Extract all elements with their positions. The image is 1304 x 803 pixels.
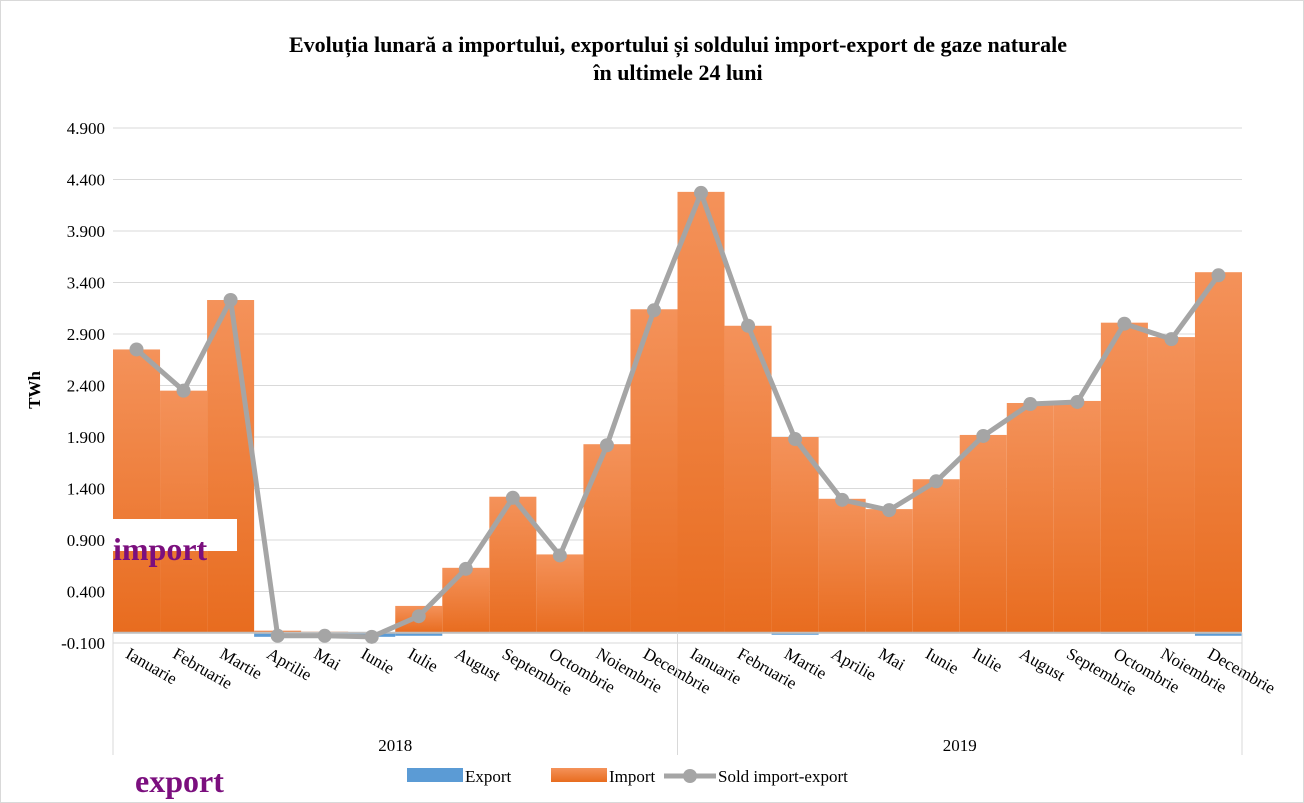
line-marker xyxy=(223,293,238,308)
line-marker xyxy=(176,383,191,398)
y-tick-label: 2.900 xyxy=(67,325,105,344)
line-marker xyxy=(694,185,709,200)
line-marker xyxy=(1117,316,1132,331)
y-tick-label: 4.900 xyxy=(67,119,105,138)
bar xyxy=(724,325,772,633)
line-marker xyxy=(552,548,567,563)
bar xyxy=(583,444,631,633)
annotation: import xyxy=(113,531,208,567)
y-tick-label: 4.400 xyxy=(67,171,105,190)
line-marker xyxy=(364,629,379,644)
y-tick-label: 0.900 xyxy=(67,531,105,550)
bar xyxy=(771,632,819,635)
line-marker xyxy=(1070,394,1085,409)
bar xyxy=(160,390,208,633)
line-marker xyxy=(882,503,897,518)
legend-swatch xyxy=(407,768,463,782)
bar xyxy=(113,349,161,633)
group-label: 2018 xyxy=(378,736,412,755)
legend-label: Export xyxy=(465,767,512,786)
legend-swatch xyxy=(551,768,607,782)
bar xyxy=(1006,403,1054,633)
bar xyxy=(1194,272,1242,633)
line-marker xyxy=(976,428,991,443)
line-marker xyxy=(505,490,520,505)
legend-label: Import xyxy=(609,767,656,786)
bar xyxy=(442,567,490,633)
y-tick-label: 3.400 xyxy=(67,274,105,293)
bar xyxy=(630,309,678,633)
line-marker xyxy=(835,492,850,507)
y-tick-label: -0.100 xyxy=(61,634,105,653)
legend-label: Sold import-export xyxy=(718,767,848,786)
line-marker xyxy=(929,474,944,489)
group-label: 2019 xyxy=(943,736,977,755)
bar xyxy=(1194,632,1242,636)
bar xyxy=(1100,322,1148,633)
y-tick-label: 2.400 xyxy=(67,377,105,396)
line-marker xyxy=(599,438,614,453)
line-marker xyxy=(788,432,803,447)
line-marker xyxy=(1023,397,1038,412)
annotation-box xyxy=(113,519,237,551)
line-marker xyxy=(317,628,332,643)
line-marker xyxy=(270,628,285,643)
y-tick-label: 1.900 xyxy=(67,428,105,447)
bar xyxy=(818,498,866,633)
legend-swatch xyxy=(683,769,697,783)
y-tick-label: 1.400 xyxy=(67,480,105,499)
line-marker xyxy=(1164,332,1179,347)
bar xyxy=(207,300,255,633)
chart-title: în ultimele 24 luni xyxy=(592,60,762,85)
bar xyxy=(1053,400,1101,633)
bar xyxy=(536,554,584,633)
y-axis-title: TWh xyxy=(25,371,44,409)
bar xyxy=(395,632,443,636)
bar xyxy=(865,509,913,633)
bar xyxy=(912,479,960,633)
line-marker xyxy=(741,318,756,333)
bar xyxy=(959,434,1007,633)
line xyxy=(134,190,1221,640)
y-tick-label: 0.400 xyxy=(67,583,105,602)
line-marker xyxy=(1211,268,1226,283)
y-tick-label: 3.900 xyxy=(67,222,105,241)
line-marker xyxy=(646,303,661,318)
bar xyxy=(771,437,819,633)
bar xyxy=(1147,337,1195,633)
line-marker xyxy=(129,342,144,357)
chart-title: Evoluția lunară a importului, exportului… xyxy=(289,32,1067,58)
line-marker xyxy=(458,561,473,576)
annotation: export xyxy=(135,763,224,799)
bar xyxy=(677,191,725,633)
line-marker xyxy=(411,609,426,624)
